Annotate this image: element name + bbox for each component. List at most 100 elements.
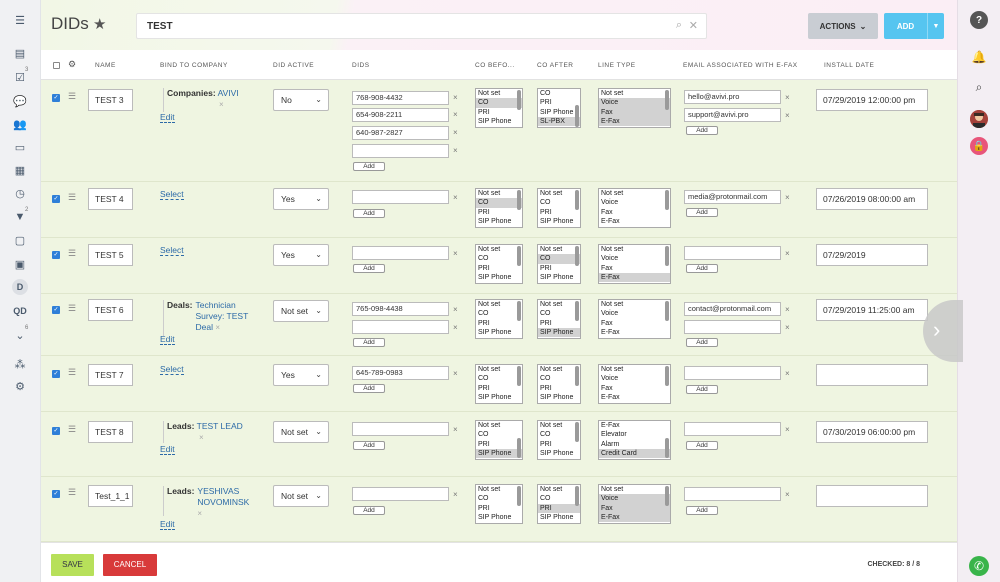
add-email-button[interactable]: Add bbox=[686, 385, 718, 394]
install-date-input[interactable]: 07/29/2019 11:25:00 am bbox=[816, 299, 928, 321]
remove-did-icon[interactable]: × bbox=[453, 249, 458, 258]
remove-did-icon[interactable]: × bbox=[453, 323, 458, 332]
remove-email-icon[interactable]: × bbox=[785, 305, 790, 314]
did-active-select[interactable]: No ⌄ bbox=[273, 89, 329, 111]
bind-value-link[interactable]: AVIVI bbox=[217, 88, 239, 98]
add-did-button[interactable]: Add bbox=[353, 441, 385, 450]
add-email-button[interactable]: Add bbox=[686, 338, 718, 347]
listbox-scrollbar[interactable] bbox=[575, 422, 579, 442]
co-after-listbox[interactable]: Not set CO PRI SIP Phone bbox=[537, 364, 581, 404]
did-active-select[interactable]: Not set ⌄ bbox=[273, 300, 329, 322]
edit-link[interactable]: Edit bbox=[160, 112, 175, 123]
efax-email-input[interactable] bbox=[684, 246, 781, 260]
row-checkbox[interactable]: ✓ bbox=[52, 427, 60, 435]
sidebar-item-qd[interactable]: QD bbox=[13, 306, 27, 316]
remove-email-icon[interactable]: × bbox=[785, 323, 790, 332]
col-dids[interactable]: DIDS bbox=[352, 62, 370, 69]
add-button-label[interactable]: ADD bbox=[896, 21, 915, 31]
efax-email-input[interactable]: media@protonmail.com bbox=[684, 190, 781, 204]
co-before-listbox[interactable]: Not set CO PRI SIP Phone bbox=[475, 484, 523, 524]
install-date-input[interactable]: 07/30/2019 06:00:00 pm bbox=[816, 421, 928, 443]
select-link[interactable]: Select bbox=[160, 189, 184, 200]
co-after-listbox[interactable]: CO PRI SIP Phone SL-PBX bbox=[537, 88, 581, 128]
remove-did-icon[interactable]: × bbox=[453, 490, 458, 499]
did-input[interactable]: 768-908-4432 bbox=[352, 91, 449, 105]
actions-button[interactable]: ACTIONS ⌄ bbox=[808, 13, 878, 39]
drag-handle-icon[interactable]: ☰ bbox=[68, 91, 77, 101]
line-type-listbox[interactable]: Not set Voice Fax E-Fax bbox=[598, 244, 671, 284]
add-did-button[interactable]: Add bbox=[353, 506, 385, 515]
bind-value-link[interactable]: TEST LEAD bbox=[196, 421, 243, 431]
remove-bind-icon[interactable]: × bbox=[197, 509, 203, 518]
remove-email-icon[interactable]: × bbox=[785, 369, 790, 378]
remove-email-icon[interactable]: × bbox=[785, 193, 790, 202]
remove-did-icon[interactable]: × bbox=[453, 305, 458, 314]
dashboard-icon[interactable]: ▤ bbox=[14, 47, 26, 60]
remove-did-icon[interactable]: × bbox=[453, 146, 458, 155]
add-email-button[interactable]: Add bbox=[686, 208, 718, 217]
listbox-scrollbar[interactable] bbox=[665, 438, 669, 458]
col-line-type[interactable]: LINE TYPE bbox=[598, 62, 636, 69]
clock-icon[interactable]: ◷ bbox=[15, 187, 25, 200]
listbox-scrollbar[interactable] bbox=[665, 486, 669, 506]
efax-email-input[interactable]: hello@avivi.pro bbox=[684, 90, 781, 104]
row-checkbox[interactable]: ✓ bbox=[52, 306, 60, 314]
add-did-button[interactable]: Add bbox=[353, 264, 385, 273]
co-before-listbox[interactable]: Not set CO PRI SIP Phone bbox=[475, 188, 523, 228]
remove-bind-icon[interactable]: × bbox=[199, 433, 204, 442]
remove-email-icon[interactable]: × bbox=[785, 111, 790, 120]
drag-handle-icon[interactable]: ☰ bbox=[68, 248, 77, 258]
add-email-button[interactable]: Add bbox=[686, 506, 718, 515]
did-input[interactable] bbox=[352, 487, 449, 501]
did-input[interactable] bbox=[352, 422, 449, 436]
listbox-scrollbar[interactable] bbox=[665, 301, 669, 321]
listbox-scrollbar[interactable] bbox=[575, 246, 579, 266]
phone-icon[interactable]: ✆ bbox=[969, 556, 989, 576]
clear-search-icon[interactable]: ✕ bbox=[688, 20, 698, 32]
co-before-listbox[interactable]: Not set CO PRI SIP Phone bbox=[475, 420, 523, 460]
remove-email-icon[interactable]: × bbox=[785, 93, 790, 102]
did-active-select[interactable]: Yes ⌄ bbox=[273, 364, 329, 386]
help-icon[interactable]: ? bbox=[970, 11, 988, 29]
did-input[interactable]: 765-098-4438 bbox=[352, 302, 449, 316]
add-dropdown-caret-icon[interactable]: ▼ bbox=[927, 13, 944, 39]
menu-icon[interactable]: ☰ bbox=[15, 14, 25, 27]
add-did-button[interactable]: Add bbox=[353, 209, 385, 218]
bell-icon[interactable]: 🔔 bbox=[971, 50, 987, 64]
did-active-select[interactable]: Yes ⌄ bbox=[273, 188, 329, 210]
listbox-scrollbar[interactable] bbox=[517, 190, 521, 210]
install-date-input[interactable]: 07/29/2019 12:00:00 pm bbox=[816, 89, 928, 111]
line-type-listbox[interactable]: Not set Voice Fax E-Fax bbox=[598, 88, 671, 128]
tasks-icon[interactable]: ☑ bbox=[15, 71, 25, 84]
remove-bind-icon[interactable]: × bbox=[219, 100, 224, 109]
listbox-scrollbar[interactable] bbox=[575, 366, 579, 386]
col-did-active[interactable]: DID ACTIVE bbox=[273, 62, 315, 69]
efax-email-input[interactable]: contact@protonmail.com bbox=[684, 302, 781, 316]
efax-email-input[interactable] bbox=[684, 366, 781, 380]
co-before-listbox[interactable]: Not set CO PRI SIP Phone bbox=[475, 88, 523, 128]
inbox-icon[interactable]: ▭ bbox=[14, 141, 26, 154]
co-after-listbox[interactable]: Not set CO PRI SIP Phone bbox=[537, 420, 581, 460]
add-did-button[interactable]: Add bbox=[353, 338, 385, 347]
listbox-scrollbar[interactable] bbox=[665, 366, 669, 386]
listbox-scrollbar[interactable] bbox=[517, 301, 521, 321]
col-email-efax[interactable]: EMAIL ASSOCIATED WITH E-FAX bbox=[683, 62, 798, 69]
id-card-icon[interactable]: ▣ bbox=[14, 258, 26, 271]
remove-email-icon[interactable]: × bbox=[785, 249, 790, 258]
search-icon[interactable]: ⌕ bbox=[975, 79, 983, 94]
bind-value-link[interactable]: YESHIVAS NOVOMINSK bbox=[197, 486, 250, 507]
select-link[interactable]: Select bbox=[160, 245, 184, 256]
settings-gear-icon[interactable]: ⚙ bbox=[15, 380, 25, 393]
install-date-input[interactable] bbox=[816, 364, 928, 386]
star-icon[interactable]: ★ bbox=[93, 16, 107, 33]
avatar[interactable] bbox=[970, 110, 988, 128]
listbox-scrollbar[interactable] bbox=[575, 190, 579, 210]
edit-link[interactable]: Edit bbox=[160, 519, 175, 530]
line-type-listbox[interactable]: Not set Voice Fax E-Fax bbox=[598, 299, 671, 339]
drag-handle-icon[interactable]: ☰ bbox=[68, 192, 77, 202]
listbox-scrollbar[interactable] bbox=[665, 90, 669, 110]
col-co-before[interactable]: CO BEFO... bbox=[475, 62, 515, 69]
remove-email-icon[interactable]: × bbox=[785, 490, 790, 499]
did-input[interactable]: 654-908-2211 bbox=[352, 108, 449, 122]
listbox-scrollbar[interactable] bbox=[575, 105, 579, 127]
